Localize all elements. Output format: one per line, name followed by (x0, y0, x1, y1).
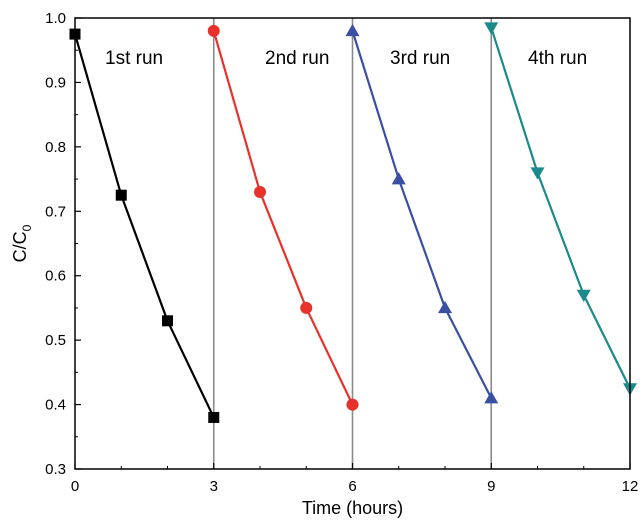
x-tick-label: 6 (348, 478, 356, 495)
y-axis-title-main: C/C (10, 231, 30, 262)
series-2-point-3 (300, 301, 313, 314)
x-axis-title: Time (hours) (302, 498, 403, 518)
series-1-line (73, 33, 215, 418)
y-tick-label: 0.5 (45, 332, 66, 349)
series-4-point-3 (576, 289, 591, 303)
y-tick-label: 0.7 (45, 203, 66, 220)
series-2-line (212, 30, 354, 406)
series-1-point-3 (162, 315, 173, 327)
y-tick-label: 1.0 (45, 10, 66, 27)
series-3-point-4 (484, 391, 499, 404)
series-3-point-1 (345, 23, 360, 37)
run-label-1: 1st run (105, 48, 163, 69)
y-axis-title: C/C0 (10, 224, 34, 262)
y-tick-label: 0.9 (45, 74, 66, 91)
x-tick-label: 9 (487, 478, 495, 495)
y-tick-label: 0.6 (45, 268, 66, 285)
series-3-line (351, 30, 493, 399)
series-4-point-1 (484, 22, 499, 35)
series-3-point-3 (438, 300, 452, 314)
series-2-point-2 (254, 185, 266, 198)
y-axis-title-subscript: 0 (20, 224, 34, 231)
series-2-point-1 (207, 24, 220, 37)
y-tick-label: 0.4 (45, 397, 66, 414)
x-tick-label: 12 (622, 478, 639, 495)
x-tick-label: 3 (210, 478, 218, 495)
run-label-2: 2nd run (265, 48, 329, 69)
run-label-4: 4th run (528, 48, 587, 69)
series-4-line (490, 27, 631, 389)
series-1-point-4 (208, 411, 220, 423)
y-tick-label: 0.8 (45, 139, 66, 156)
series-layer (69, 22, 637, 423)
series-2-point-4 (346, 398, 359, 411)
axis-ticks: 0 3 6 9 12 0.3 0.4 0.5 0.6 0.7 0.8 0.9 1.0 (45, 10, 638, 495)
x-tick-label: 0 (71, 478, 79, 495)
run-label-3: 3rd run (390, 48, 450, 69)
series-3-point-2 (391, 172, 406, 185)
series-1-point-2 (115, 189, 127, 201)
y-tick-label: 0.3 (45, 461, 66, 478)
series-4-point-2 (530, 167, 545, 180)
run-labels: 1st run 2nd run 3rd run 4th run (105, 48, 587, 69)
